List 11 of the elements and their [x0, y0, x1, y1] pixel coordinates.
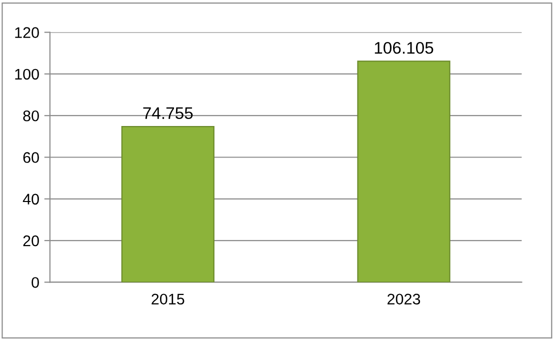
- data-label: 74.755: [143, 107, 193, 120]
- y-tick-label: 60: [23, 152, 39, 163]
- y-tick-label: 40: [22, 194, 39, 205]
- y-tick-label: 100: [15, 68, 39, 80]
- y-tick-label: 0: [32, 277, 39, 288]
- x-tick-label: 2023: [388, 294, 420, 305]
- data-label: 106.105: [374, 42, 434, 54]
- y-tick-label: 120: [15, 27, 39, 38]
- y-tick-label: 20: [23, 235, 39, 246]
- x-tick-label: 2015: [152, 294, 184, 305]
- y-tick-label: 80: [23, 110, 39, 122]
